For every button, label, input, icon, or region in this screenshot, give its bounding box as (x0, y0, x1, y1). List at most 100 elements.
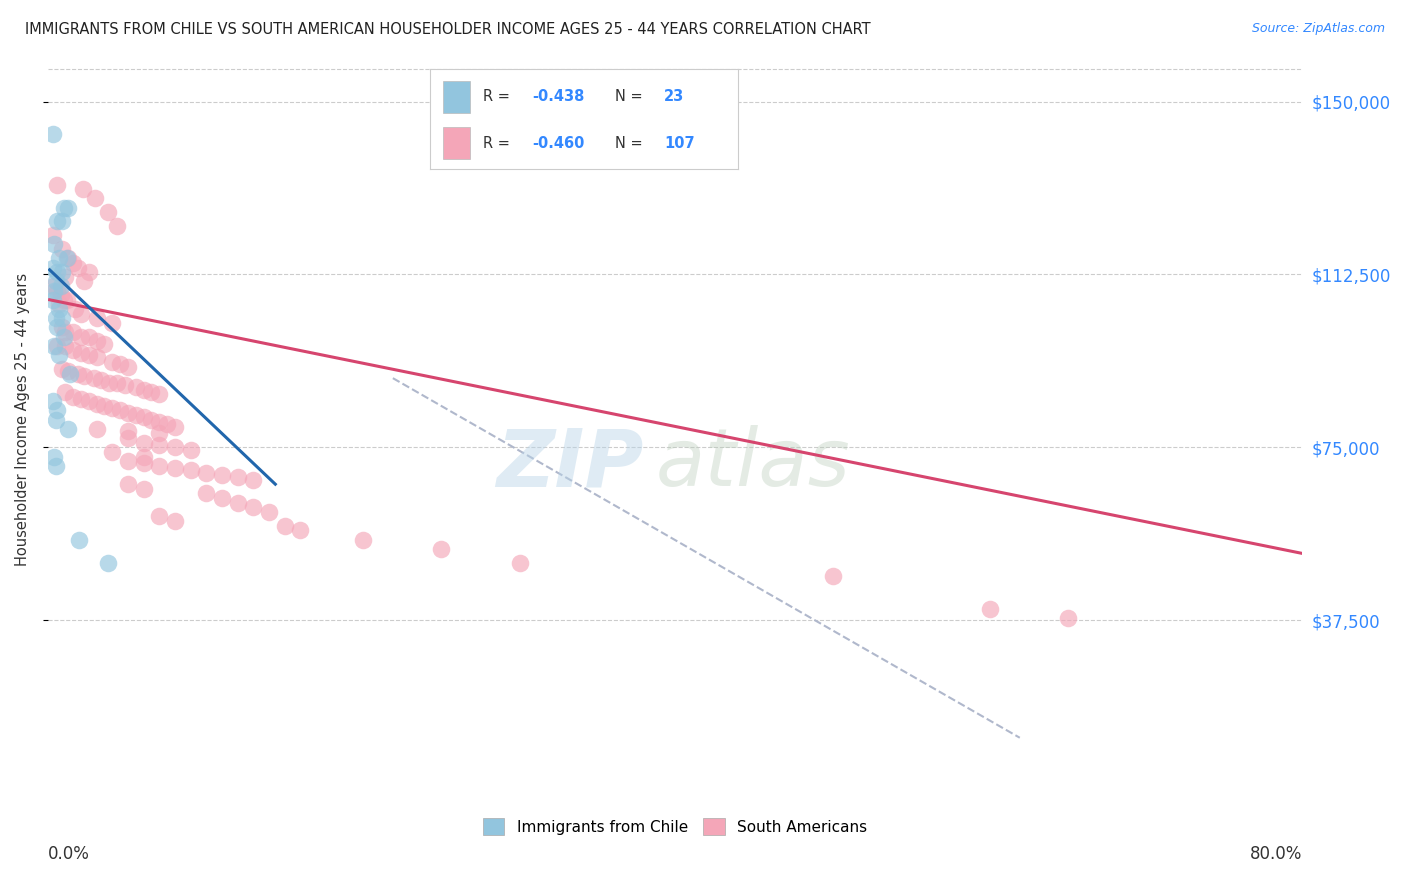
Point (117, 424, 139, 438)
Point (63, 301, 86, 316)
Point (257, 505, 280, 519)
Point (83, 371, 105, 385)
Point (73, 368, 96, 383)
Point (117, 477, 139, 491)
Point (148, 458, 170, 473)
Point (45, 274, 67, 288)
Point (352, 533, 374, 547)
Point (86, 396, 108, 410)
Point (290, 524, 312, 538)
Point (51, 320, 73, 334)
Point (46, 339, 69, 353)
Point (48, 252, 70, 266)
Point (98, 376, 121, 390)
Point (86, 311, 108, 326)
Point (48, 348, 70, 362)
Y-axis label: Householder Income Ages 25 - 44 years: Householder Income Ages 25 - 44 years (15, 273, 30, 566)
Point (163, 419, 186, 434)
Point (86, 422, 108, 436)
Point (211, 467, 233, 482)
Point (70, 307, 93, 321)
Point (979, 601, 1001, 615)
Point (274, 518, 297, 533)
Point (163, 514, 186, 528)
Point (148, 438, 170, 452)
Point (44, 284, 66, 298)
Point (58, 252, 80, 266)
Point (101, 401, 124, 416)
Point (46, 178, 69, 192)
Point (132, 457, 155, 471)
Point (70, 346, 93, 360)
Point (132, 383, 155, 397)
Point (156, 417, 179, 432)
Point (117, 406, 139, 420)
Point (105, 219, 128, 233)
Point (114, 378, 136, 392)
Point (77, 348, 100, 362)
Point (242, 500, 264, 515)
Point (58, 422, 80, 436)
Point (45, 458, 67, 473)
Point (46, 284, 69, 298)
Text: 0.0%: 0.0% (48, 846, 90, 863)
Point (132, 435, 155, 450)
Text: IMMIGRANTS FROM CHILE VS SOUTH AMERICAN HOUSEHOLDER INCOME AGES 25 - 44 YEARS CO: IMMIGRANTS FROM CHILE VS SOUTH AMERICAN … (25, 22, 870, 37)
Point (93, 336, 115, 351)
Point (42, 260, 65, 275)
Point (62, 343, 84, 358)
Text: 80.0%: 80.0% (1250, 846, 1302, 863)
Text: ZIP: ZIP (496, 425, 644, 503)
Point (97, 556, 120, 570)
Point (56, 293, 79, 307)
Point (51, 311, 73, 326)
Point (44, 279, 66, 293)
Point (58, 201, 80, 215)
Point (97, 205, 120, 219)
Point (44, 237, 66, 252)
Point (108, 403, 131, 417)
Point (101, 445, 124, 459)
Point (62, 390, 84, 404)
Point (148, 509, 170, 524)
Point (211, 491, 233, 505)
Point (52, 329, 75, 343)
Point (52, 201, 75, 215)
Point (84, 191, 107, 205)
Point (823, 569, 845, 583)
Point (73, 274, 96, 288)
Point (48, 301, 70, 316)
Point (45, 311, 67, 326)
Point (70, 329, 93, 343)
Point (58, 364, 80, 378)
Point (180, 463, 202, 477)
Point (53, 325, 76, 339)
Point (46, 403, 69, 417)
Point (62, 256, 84, 270)
Point (1057, 611, 1080, 625)
Point (132, 410, 155, 425)
Point (141, 412, 163, 426)
Point (117, 359, 139, 374)
Point (132, 482, 155, 496)
Point (51, 242, 73, 256)
Point (125, 408, 148, 422)
Point (51, 362, 73, 376)
Point (42, 127, 65, 141)
Point (148, 415, 170, 429)
Point (509, 556, 531, 570)
Point (45, 412, 67, 426)
Point (77, 329, 100, 343)
Point (108, 357, 131, 371)
Point (101, 316, 124, 330)
Point (52, 293, 75, 307)
Point (53, 384, 76, 399)
Point (148, 387, 170, 401)
Point (66, 367, 89, 381)
Point (195, 486, 218, 500)
Point (195, 466, 218, 480)
Point (226, 470, 249, 484)
Point (48, 297, 70, 311)
Point (53, 269, 76, 284)
Point (430, 541, 453, 556)
